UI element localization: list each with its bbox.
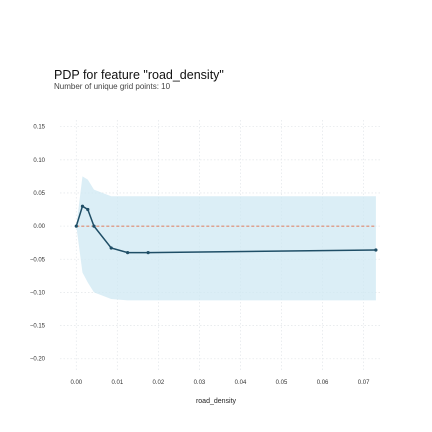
x-tick-label: 0.05 — [276, 380, 288, 386]
y-tick-label: 0.15 — [33, 125, 45, 131]
x-tick-label: 0.07 — [358, 380, 370, 386]
pdp-point — [86, 207, 90, 212]
x-tick-label: 0.06 — [317, 380, 329, 386]
y-tick-label: 0.00 — [33, 224, 45, 230]
confidence-band — [76, 176, 376, 301]
x-tick-label: 0.00 — [70, 380, 82, 386]
y-tick-labels: 0.15 0.10 0.05 0.00 −0.05 −0.10 −0.15 −0.20 — [30, 125, 46, 363]
pdp-point — [109, 246, 113, 250]
pdp-point — [80, 204, 85, 208]
x-tick-label: 0.01 — [112, 380, 124, 386]
x-tick-label: 0.04 — [235, 380, 247, 386]
chart-title: PDP for feature "road_density" — [54, 68, 224, 82]
y-tick-label: −0.15 — [30, 324, 46, 330]
x-tick-label: 0.02 — [153, 380, 165, 386]
y-tick-label: 0.05 — [33, 191, 45, 197]
pdp-point — [374, 248, 378, 252]
pdp-line-layer — [74, 204, 378, 255]
x-axis-label: road_density — [196, 398, 237, 405]
chart-subtitle: Number of unique grid points: 10 — [54, 82, 171, 91]
y-tick-label: −0.05 — [30, 257, 46, 263]
x-tick-labels: 0.00 0.01 0.02 0.03 0.04 0.05 0.06 0.07 — [70, 380, 370, 386]
pdp-point — [92, 224, 96, 228]
y-tick-label: 0.10 — [33, 158, 45, 164]
y-tick-label: −0.10 — [30, 290, 46, 296]
y-tick-label: −0.20 — [30, 357, 46, 363]
pdp-point — [126, 251, 130, 255]
pdp-point — [146, 251, 150, 255]
pdp-point — [74, 224, 78, 228]
confidence-band-layer — [76, 176, 376, 301]
x-tick-label: 0.03 — [194, 380, 206, 386]
